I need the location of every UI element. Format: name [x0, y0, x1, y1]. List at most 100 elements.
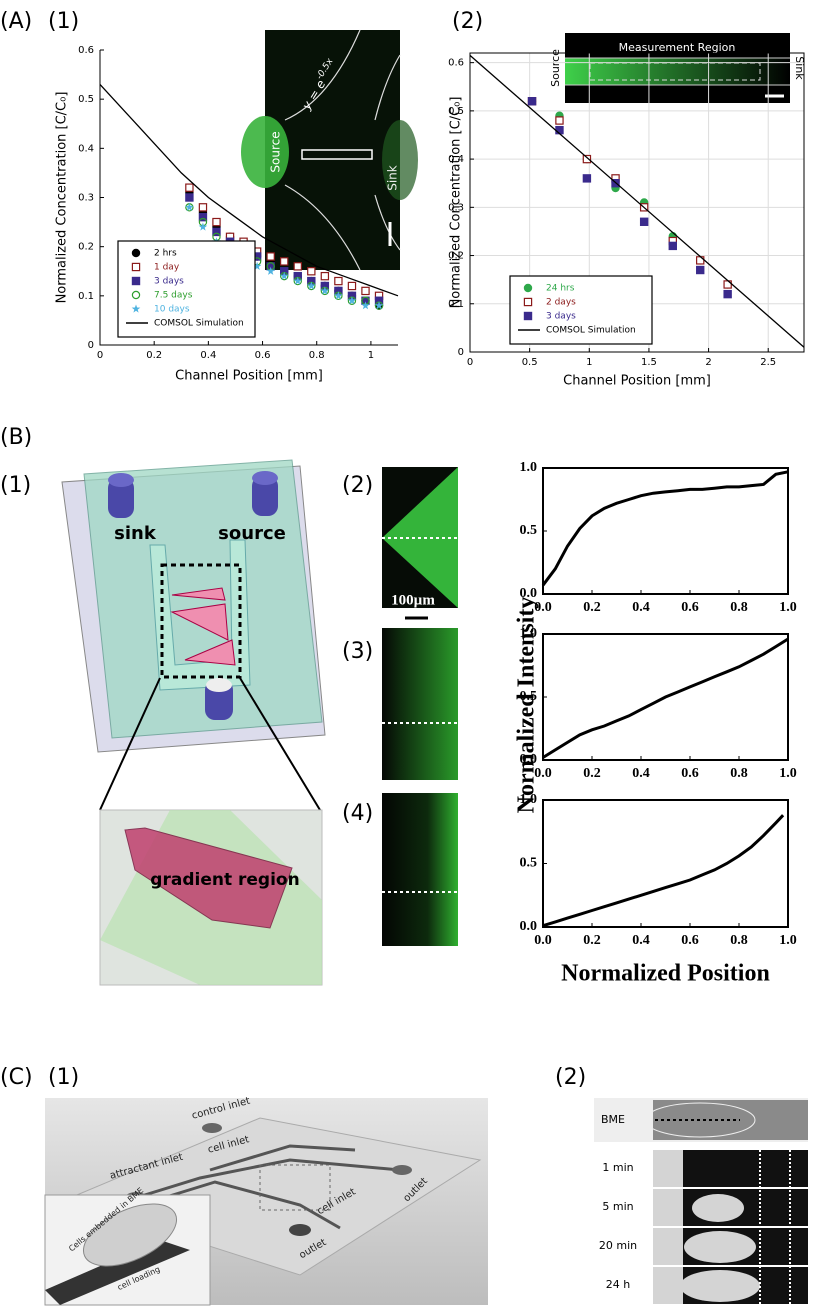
x-tick-label: 0.6: [681, 933, 699, 948]
y-tick-label: 0.4: [448, 154, 464, 165]
legend-label: 7.5 days: [154, 291, 193, 301]
legend-label: 1 day: [154, 263, 180, 273]
y-axis-label: Normalized Concentration [C/C₀]: [55, 92, 70, 304]
data-point: [347, 281, 357, 291]
axes: [99, 50, 398, 346]
y-tick-label: 0.5: [520, 856, 538, 871]
data-point: [279, 271, 289, 280]
x-tick-label: 0.2: [583, 766, 601, 781]
y-tick-label: 0.0: [520, 752, 538, 767]
y-tick-label: 1.0: [520, 460, 538, 475]
legend-label: COMSOL Simulation: [154, 319, 244, 329]
legend-marker: [131, 248, 141, 258]
time-label: BME: [601, 1113, 625, 1126]
x-tick-label: 2.5: [760, 357, 776, 368]
y-tick-label: 0.3: [78, 193, 94, 204]
legend-label: 24 hrs: [546, 284, 575, 294]
y-tick-label: 1.0: [520, 626, 538, 641]
y-tick-label: 0.2: [448, 251, 464, 262]
simulation-line: [99, 83, 399, 297]
x-tick-label: 0.2: [583, 600, 601, 615]
x-tick-label: 1.5: [641, 357, 657, 368]
data-point: [723, 289, 732, 299]
x-tick-label: 0.6: [255, 350, 271, 361]
data-point: [696, 265, 705, 275]
x-tick-label: 0.6: [681, 600, 699, 615]
a2-inset: Measurement Region Source Sink: [549, 33, 806, 103]
data-point: [582, 154, 592, 164]
x-tick-label: 0.8: [730, 600, 748, 615]
legend-box: [509, 275, 653, 345]
data-point: [527, 97, 537, 106]
legend-marker: [523, 297, 533, 307]
y-tick-label: 0.6: [78, 45, 94, 56]
plot-frame: [542, 467, 789, 595]
y-tick-label: 0.3: [448, 202, 464, 213]
time-label: 5 min: [602, 1200, 633, 1213]
data-point: [555, 116, 564, 125]
time-label: 1 min: [602, 1161, 633, 1174]
data-point: [639, 217, 649, 226]
x-tick-label: 1.0: [779, 600, 797, 615]
data-point: [334, 276, 343, 286]
inset-label: Sink: [386, 165, 400, 191]
x-axis-label: Normalized Position: [561, 961, 770, 987]
y-tick-label: 0.4: [78, 143, 94, 154]
data-point: [198, 212, 208, 222]
x-tick-label: 0.5: [522, 357, 538, 368]
x-tick-label: 0: [467, 357, 473, 368]
x-tick-label: 0.8: [730, 933, 748, 948]
data-point: [185, 183, 194, 192]
data-point: [198, 203, 208, 212]
y-tick-label: 1.0: [520, 792, 538, 807]
simulation-line: [469, 54, 805, 348]
y-tick-label: 0.2: [78, 242, 94, 253]
x-tick-label: 0.0: [534, 766, 552, 781]
data-point: [212, 227, 221, 237]
legend-marker: [131, 290, 141, 300]
y-tick-label: 0.0: [520, 586, 538, 601]
legend-label: 3 days: [546, 312, 576, 322]
data-point: [266, 252, 275, 261]
x-tick-label: 0.4: [632, 933, 650, 948]
legend-label: 2 hrs: [154, 249, 177, 259]
panel-label: (2): [342, 473, 373, 498]
data-point: [361, 301, 370, 310]
inset-label: Source: [549, 49, 562, 87]
legend-marker: [523, 283, 533, 293]
inset-label: Measurement Region: [619, 41, 736, 54]
b-micrographs: 100µm: [382, 467, 458, 946]
y-tick-label: 0.6: [448, 58, 464, 69]
legend-label: 3 days: [154, 277, 184, 287]
plot-frame: [542, 633, 789, 761]
c1-device: attractant inlet control inlet cell inle…: [44, 1096, 488, 1306]
legend-marker: [131, 262, 141, 272]
device-label: source: [218, 523, 286, 544]
panel-label: (C): [0, 1065, 33, 1090]
device-label: gradient region: [150, 870, 299, 890]
legend-marker: [131, 304, 141, 313]
intensity-line: [541, 470, 789, 587]
data-point: [668, 241, 677, 251]
y-tick-label: 0.1: [448, 299, 464, 310]
y-tick-label: 0: [458, 347, 464, 358]
y-tick-label: 0.5: [448, 106, 464, 117]
x-tick-label: 0.8: [730, 766, 748, 781]
data-point: [361, 286, 370, 296]
data-point: [280, 257, 289, 266]
data-point: [374, 301, 384, 310]
data-point: [347, 296, 357, 305]
x-axis-label: Channel Position [mm]: [563, 374, 711, 389]
legend-label: 2 days: [546, 298, 576, 308]
y-tick-label: 0.5: [520, 689, 538, 704]
panel-label: (1): [48, 9, 79, 34]
y-tick-label: 0: [88, 340, 94, 351]
x-tick-label: 0.4: [200, 350, 216, 361]
x-tick-label: 0.0: [534, 600, 552, 615]
x-tick-label: 0.2: [146, 350, 162, 361]
data-point: [252, 261, 262, 270]
a1-inset: Source Sink y = e-0.5x: [241, 29, 418, 271]
legend-label: COMSOL Simulation: [546, 326, 636, 336]
time-label: 20 min: [599, 1239, 637, 1252]
